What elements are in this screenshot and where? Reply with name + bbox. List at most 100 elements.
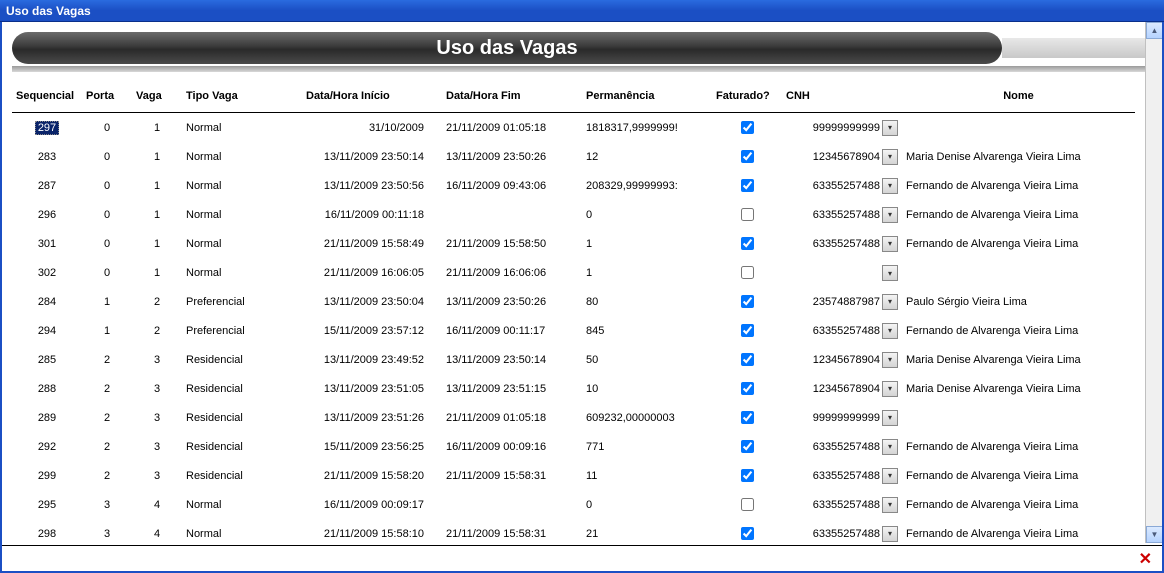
cell-vaga[interactable]: 1 [132,113,182,143]
cell-sequencial[interactable]: 292 [12,432,82,461]
cell-sequencial[interactable]: 302 [12,258,82,287]
cell-permanencia[interactable]: 11 [582,461,712,490]
cell-sequencial[interactable]: 294 [12,316,82,345]
cell-faturado[interactable] [712,142,782,171]
cell-inicio[interactable]: 13/11/2009 23:50:14 [302,142,442,171]
cell-permanencia[interactable]: 10 [582,374,712,403]
cell-tipo[interactable]: Normal [182,171,302,200]
faturado-checkbox[interactable] [741,382,754,395]
faturado-checkbox[interactable] [741,237,754,250]
table-row[interactable]: 29601Normal16/11/2009 00:11:180633552574… [12,200,1135,229]
cell-tipo[interactable]: Normal [182,258,302,287]
cnh-dropdown-button[interactable]: ▾ [882,352,898,368]
cell-cnh[interactable]: 63355257488▾ [782,490,902,519]
cell-sequencial[interactable]: 288 [12,374,82,403]
cell-sequencial[interactable]: 296 [12,200,82,229]
cell-cnh[interactable]: 12345678904▾ [782,142,902,171]
cell-porta[interactable]: 0 [82,142,132,171]
col-inicio[interactable]: Data/Hora Início [302,82,442,113]
cell-nome[interactable]: Fernando de Alvarenga Vieira Lima [902,316,1135,345]
cell-fim[interactable] [442,490,582,519]
cell-cnh[interactable]: 12345678904▾ [782,374,902,403]
faturado-checkbox[interactable] [741,266,754,279]
cell-tipo[interactable]: Normal [182,142,302,171]
cell-cnh[interactable]: 63355257488▾ [782,171,902,200]
selected-cell[interactable]: 297 [35,121,59,135]
cell-permanencia[interactable]: 1 [582,258,712,287]
cell-porta[interactable]: 3 [82,519,132,543]
cell-cnh[interactable]: 63355257488▾ [782,519,902,543]
cell-nome[interactable]: Fernando de Alvarenga Vieira Lima [902,461,1135,490]
close-button[interactable]: ✕ [1139,549,1152,569]
cell-permanencia[interactable]: 21 [582,519,712,543]
faturado-checkbox[interactable] [741,527,754,540]
cell-porta[interactable]: 2 [82,461,132,490]
cell-sequencial[interactable]: 301 [12,229,82,258]
col-cnh[interactable]: CNH [782,82,902,113]
faturado-checkbox[interactable] [741,179,754,192]
cell-faturado[interactable] [712,171,782,200]
col-vaga[interactable]: Vaga [132,82,182,113]
cell-tipo[interactable]: Preferencial [182,316,302,345]
faturado-checkbox[interactable] [741,295,754,308]
cell-vaga[interactable]: 1 [132,171,182,200]
cell-sequencial[interactable]: 289 [12,403,82,432]
cell-sequencial[interactable]: 283 [12,142,82,171]
table-row[interactable]: 29923Residencial21/11/2009 15:58:2021/11… [12,461,1135,490]
cell-tipo[interactable]: Residencial [182,374,302,403]
cell-tipo[interactable]: Residencial [182,432,302,461]
cell-sequencial[interactable]: 299 [12,461,82,490]
cell-vaga[interactable]: 1 [132,200,182,229]
cell-permanencia[interactable]: 50 [582,345,712,374]
cell-inicio[interactable]: 13/11/2009 23:51:05 [302,374,442,403]
faturado-checkbox[interactable] [741,353,754,366]
cell-vaga[interactable]: 3 [132,374,182,403]
cell-sequencial[interactable]: 297 [12,113,82,143]
cell-nome[interactable] [902,258,1135,287]
cell-permanencia[interactable]: 80 [582,287,712,316]
cell-fim[interactable]: 21/11/2009 15:58:31 [442,461,582,490]
cell-cnh[interactable]: 99999999999▾ [782,113,902,143]
table-row[interactable]: 29834Normal21/11/2009 15:58:1021/11/2009… [12,519,1135,543]
cell-permanencia[interactable]: 771 [582,432,712,461]
faturado-checkbox[interactable] [741,150,754,163]
col-faturado[interactable]: Faturado? [712,82,782,113]
cell-nome[interactable]: Paulo Sérgio Vieira Lima [902,287,1135,316]
cell-faturado[interactable] [712,374,782,403]
faturado-checkbox[interactable] [741,324,754,337]
cell-permanencia[interactable]: 0 [582,490,712,519]
cell-tipo[interactable]: Preferencial [182,287,302,316]
cell-cnh[interactable]: 63355257488▾ [782,316,902,345]
cell-vaga[interactable]: 2 [132,287,182,316]
cnh-dropdown-button[interactable]: ▾ [882,526,898,542]
cell-faturado[interactable] [712,229,782,258]
cell-nome[interactable]: Fernando de Alvarenga Vieira Lima [902,432,1135,461]
cell-faturado[interactable] [712,258,782,287]
cell-fim[interactable]: 13/11/2009 23:50:26 [442,142,582,171]
cnh-dropdown-button[interactable]: ▾ [882,323,898,339]
cnh-dropdown-button[interactable]: ▾ [882,207,898,223]
cell-vaga[interactable]: 1 [132,229,182,258]
cell-nome[interactable]: Fernando de Alvarenga Vieira Lima [902,200,1135,229]
cnh-dropdown-button[interactable]: ▾ [882,410,898,426]
cell-cnh[interactable]: 99999999999▾ [782,403,902,432]
cell-sequencial[interactable]: 295 [12,490,82,519]
cell-tipo[interactable]: Normal [182,200,302,229]
cell-porta[interactable]: 3 [82,490,132,519]
cell-porta[interactable]: 0 [82,113,132,143]
cell-permanencia[interactable]: 0 [582,200,712,229]
cell-tipo[interactable]: Normal [182,113,302,143]
cell-faturado[interactable] [712,316,782,345]
cnh-dropdown-button[interactable]: ▾ [882,149,898,165]
cell-vaga[interactable]: 4 [132,490,182,519]
cell-inicio[interactable]: 13/11/2009 23:50:56 [302,171,442,200]
cnh-dropdown-button[interactable]: ▾ [882,497,898,513]
cell-permanencia[interactable]: 609232,00000003 [582,403,712,432]
cnh-dropdown-button[interactable]: ▾ [882,439,898,455]
faturado-checkbox[interactable] [741,498,754,511]
cell-cnh[interactable]: 63355257488▾ [782,461,902,490]
cell-nome[interactable]: Maria Denise Alvarenga Vieira Lima [902,142,1135,171]
cell-inicio[interactable]: 21/11/2009 15:58:20 [302,461,442,490]
cell-inicio[interactable]: 16/11/2009 00:09:17 [302,490,442,519]
cell-inicio[interactable]: 31/10/2009 [302,113,442,143]
